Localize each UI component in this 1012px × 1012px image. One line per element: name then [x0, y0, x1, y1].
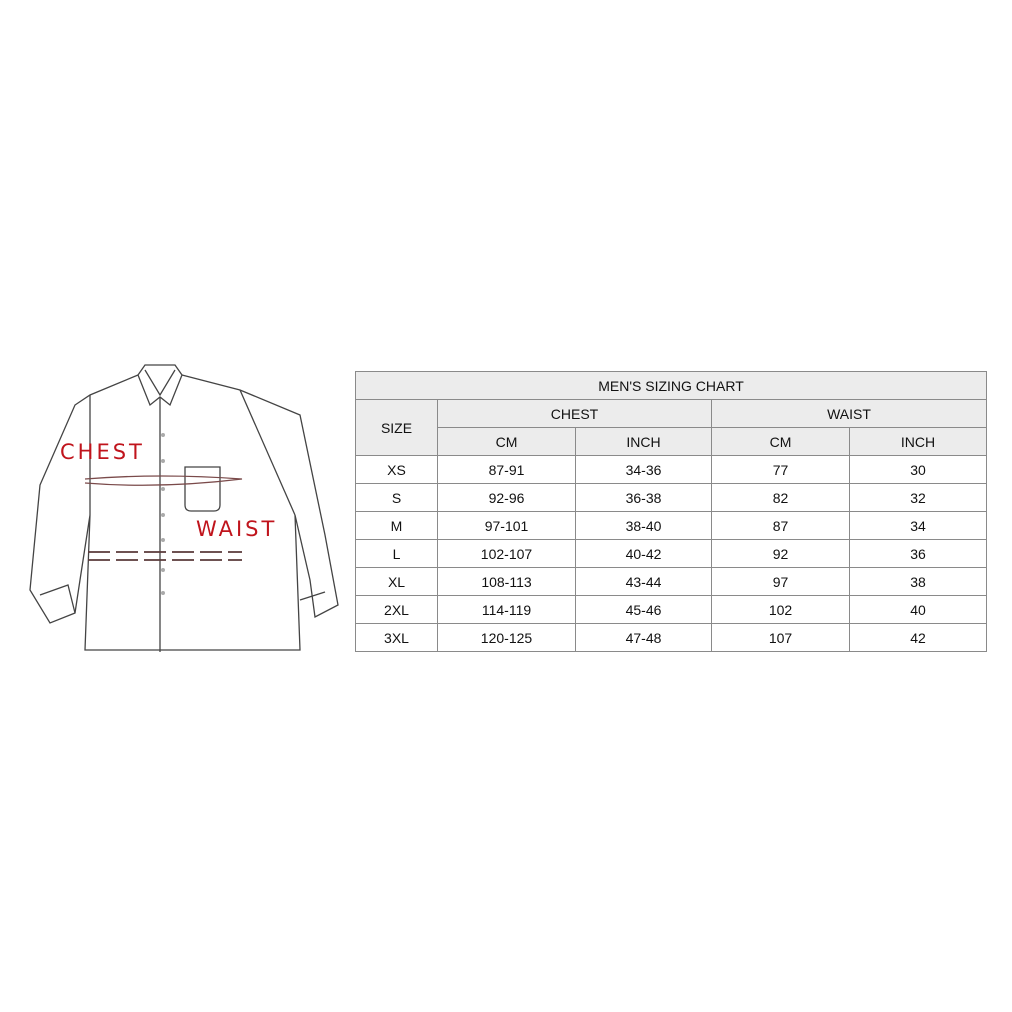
cell-size: L	[355, 539, 438, 568]
cell-waist-in: 32	[849, 483, 987, 512]
cell-chest-cm: 108-113	[437, 567, 576, 596]
waist-cm-header: CM	[711, 427, 850, 456]
chest-measure-line	[84, 475, 243, 486]
cell-waist-in: 40	[849, 595, 987, 624]
cell-waist-in: 36	[849, 539, 987, 568]
waist-label: WAIST	[196, 517, 278, 541]
cell-chest-in: 47-48	[575, 623, 712, 652]
size-header: SIZE	[355, 399, 438, 456]
cell-waist-in: 42	[849, 623, 987, 652]
cell-waist-cm: 82	[711, 483, 850, 512]
chest-label: CHEST	[60, 440, 145, 464]
cell-size: S	[355, 483, 438, 512]
cell-size: XS	[355, 455, 438, 484]
cell-size: M	[355, 511, 438, 540]
waist-inch-header: INCH	[849, 427, 987, 456]
cell-chest-cm: 97-101	[437, 511, 576, 540]
cell-chest-cm: 114-119	[437, 595, 576, 624]
chest-header: CHEST	[437, 399, 712, 428]
cell-size: 3XL	[355, 623, 438, 652]
waist-measure-line	[88, 551, 242, 561]
cell-waist-in: 34	[849, 511, 987, 540]
table-row: 3XL 120-125 47-48 107 42	[355, 623, 987, 652]
table-row: M 97-101 38-40 87 34	[355, 511, 987, 540]
cell-waist-in: 30	[849, 455, 987, 484]
cell-chest-in: 45-46	[575, 595, 712, 624]
cell-chest-in: 40-42	[575, 539, 712, 568]
cell-waist-cm: 102	[711, 595, 850, 624]
table-row: 2XL 114-119 45-46 102 40	[355, 595, 987, 624]
table-row: XL 108-113 43-44 97 38	[355, 567, 987, 596]
cell-chest-in: 38-40	[575, 511, 712, 540]
cell-chest-cm: 102-107	[437, 539, 576, 568]
table-title: MEN'S SIZING CHART	[355, 371, 987, 400]
cell-waist-cm: 107	[711, 623, 850, 652]
chest-inch-header: INCH	[575, 427, 712, 456]
cell-waist-cm: 87	[711, 511, 850, 540]
cell-size: 2XL	[355, 595, 438, 624]
cell-waist-cm: 97	[711, 567, 850, 596]
cell-waist-in: 38	[849, 567, 987, 596]
cell-chest-in: 34-36	[575, 455, 712, 484]
cell-chest-cm: 87-91	[437, 455, 576, 484]
cell-size: XL	[355, 567, 438, 596]
chest-cm-header: CM	[437, 427, 576, 456]
cell-chest-in: 36-38	[575, 483, 712, 512]
waist-header: WAIST	[711, 399, 987, 428]
table-row: S 92-96 36-38 82 32	[355, 483, 987, 512]
shirt-illustration	[29, 364, 339, 652]
table-row: XS 87-91 34-36 77 30	[355, 455, 987, 484]
cell-waist-cm: 77	[711, 455, 850, 484]
cell-chest-in: 43-44	[575, 567, 712, 596]
cell-chest-cm: 120-125	[437, 623, 576, 652]
sizing-chart-table: MEN'S SIZING CHART SIZE CHEST WAIST CM I…	[355, 371, 987, 652]
table-row: L 102-107 40-42 92 36	[355, 539, 987, 568]
cell-waist-cm: 92	[711, 539, 850, 568]
cell-chest-cm: 92-96	[437, 483, 576, 512]
